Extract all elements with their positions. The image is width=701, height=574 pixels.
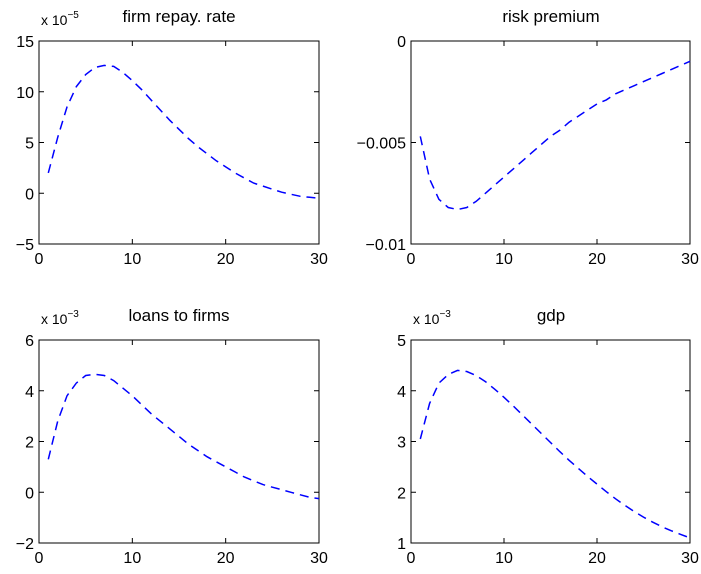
chart-title: gdp — [537, 306, 565, 325]
series-line — [419, 60, 691, 211]
x-tick-label: 0 — [407, 550, 416, 567]
x-tick-label: 30 — [681, 251, 699, 268]
x-tick-label: 20 — [588, 251, 606, 268]
y-tick-label: 1 — [397, 536, 406, 553]
x-tick-label: 0 — [35, 550, 44, 567]
y-tick-label: 0 — [25, 186, 34, 203]
y-tick-label: 0 — [25, 485, 34, 502]
scale-label: x 10−5 — [41, 10, 79, 28]
y-tick-label: 5 — [397, 333, 406, 350]
y-tick-label: 3 — [397, 435, 406, 452]
y-tick-label: 5 — [25, 136, 34, 153]
series-line — [47, 373, 320, 500]
plot-area — [38, 339, 320, 544]
series-line — [419, 369, 691, 539]
y-tick-label: 15 — [16, 34, 34, 51]
x-tick-label: 10 — [123, 251, 141, 268]
y-tick-label: 2 — [25, 435, 34, 452]
panel-gdp: 0 10 20 30 1 2 3 4 5 gdp x 10−3 — [397, 306, 699, 567]
x-tick-label: 10 — [123, 550, 141, 567]
x-tick-label: 30 — [310, 251, 328, 268]
y-tick-label: −2 — [16, 536, 34, 553]
x-tick-label: 20 — [588, 550, 606, 567]
y-tick-label: −0.01 — [366, 237, 407, 254]
x-tick-label: 30 — [310, 550, 328, 567]
y-tick-label: 4 — [397, 384, 406, 401]
panel-risk-premium: 0 10 20 30 −0.01 −0.005 0 risk premium — [357, 7, 699, 268]
y-tick-label: 2 — [397, 485, 406, 502]
plot-area — [410, 40, 691, 245]
x-tick-label: 20 — [217, 251, 235, 268]
y-tick-label: 4 — [25, 384, 34, 401]
scale-label: x 10−3 — [413, 309, 451, 327]
y-tick-label: 0 — [397, 34, 406, 51]
x-tick-label: 0 — [407, 251, 416, 268]
plot-area — [38, 40, 320, 245]
x-tick-label: 10 — [495, 251, 513, 268]
chart-title: firm repay. rate — [122, 7, 235, 26]
y-tick-label: 6 — [25, 333, 34, 350]
x-tick-label: 0 — [35, 251, 44, 268]
x-tick-label: 30 — [681, 550, 699, 567]
y-tick-label: −0.005 — [357, 136, 406, 153]
chart-title: loans to firms — [128, 306, 229, 325]
x-tick-label: 10 — [495, 550, 513, 567]
scale-label: x 10−3 — [41, 309, 79, 327]
chart-title: risk premium — [502, 7, 599, 26]
ticks: 0 10 20 30 −0.01 −0.005 0 — [357, 34, 699, 268]
y-tick-label: −5 — [16, 237, 34, 254]
y-tick-label: 10 — [16, 85, 34, 102]
x-tick-label: 20 — [217, 550, 235, 567]
ticks: 0 10 20 30 1 2 3 4 5 — [397, 333, 699, 567]
